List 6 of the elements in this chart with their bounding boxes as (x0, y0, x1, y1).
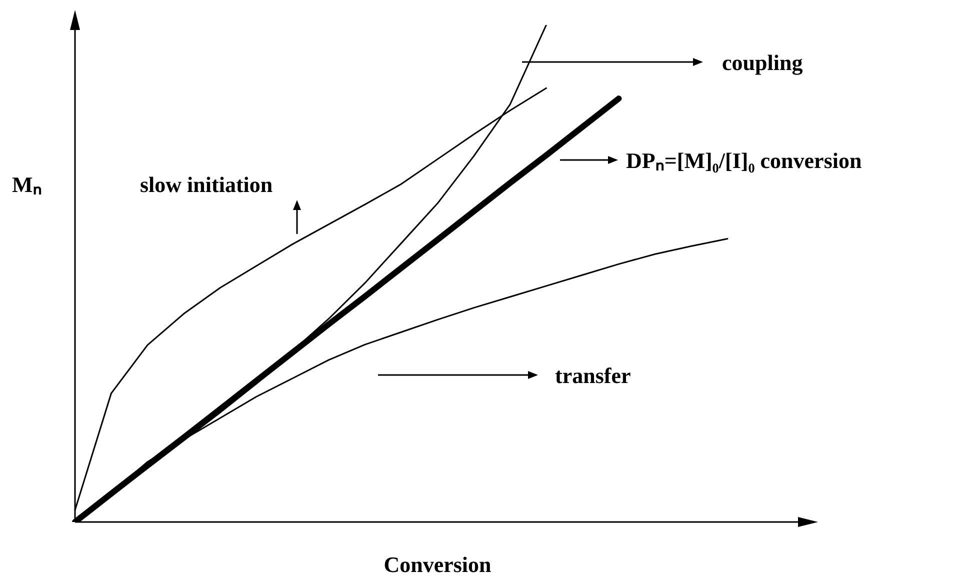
y-axis-title: Mₙ (12, 172, 42, 197)
legend-label: transfer (555, 363, 631, 388)
legend-label: coupling (722, 50, 803, 75)
text: slow initiation (140, 172, 273, 197)
x-axis-title: Conversion (384, 552, 492, 577)
legend-label: DPₙ=[M]₀/[I]₀ conversion (626, 148, 862, 173)
